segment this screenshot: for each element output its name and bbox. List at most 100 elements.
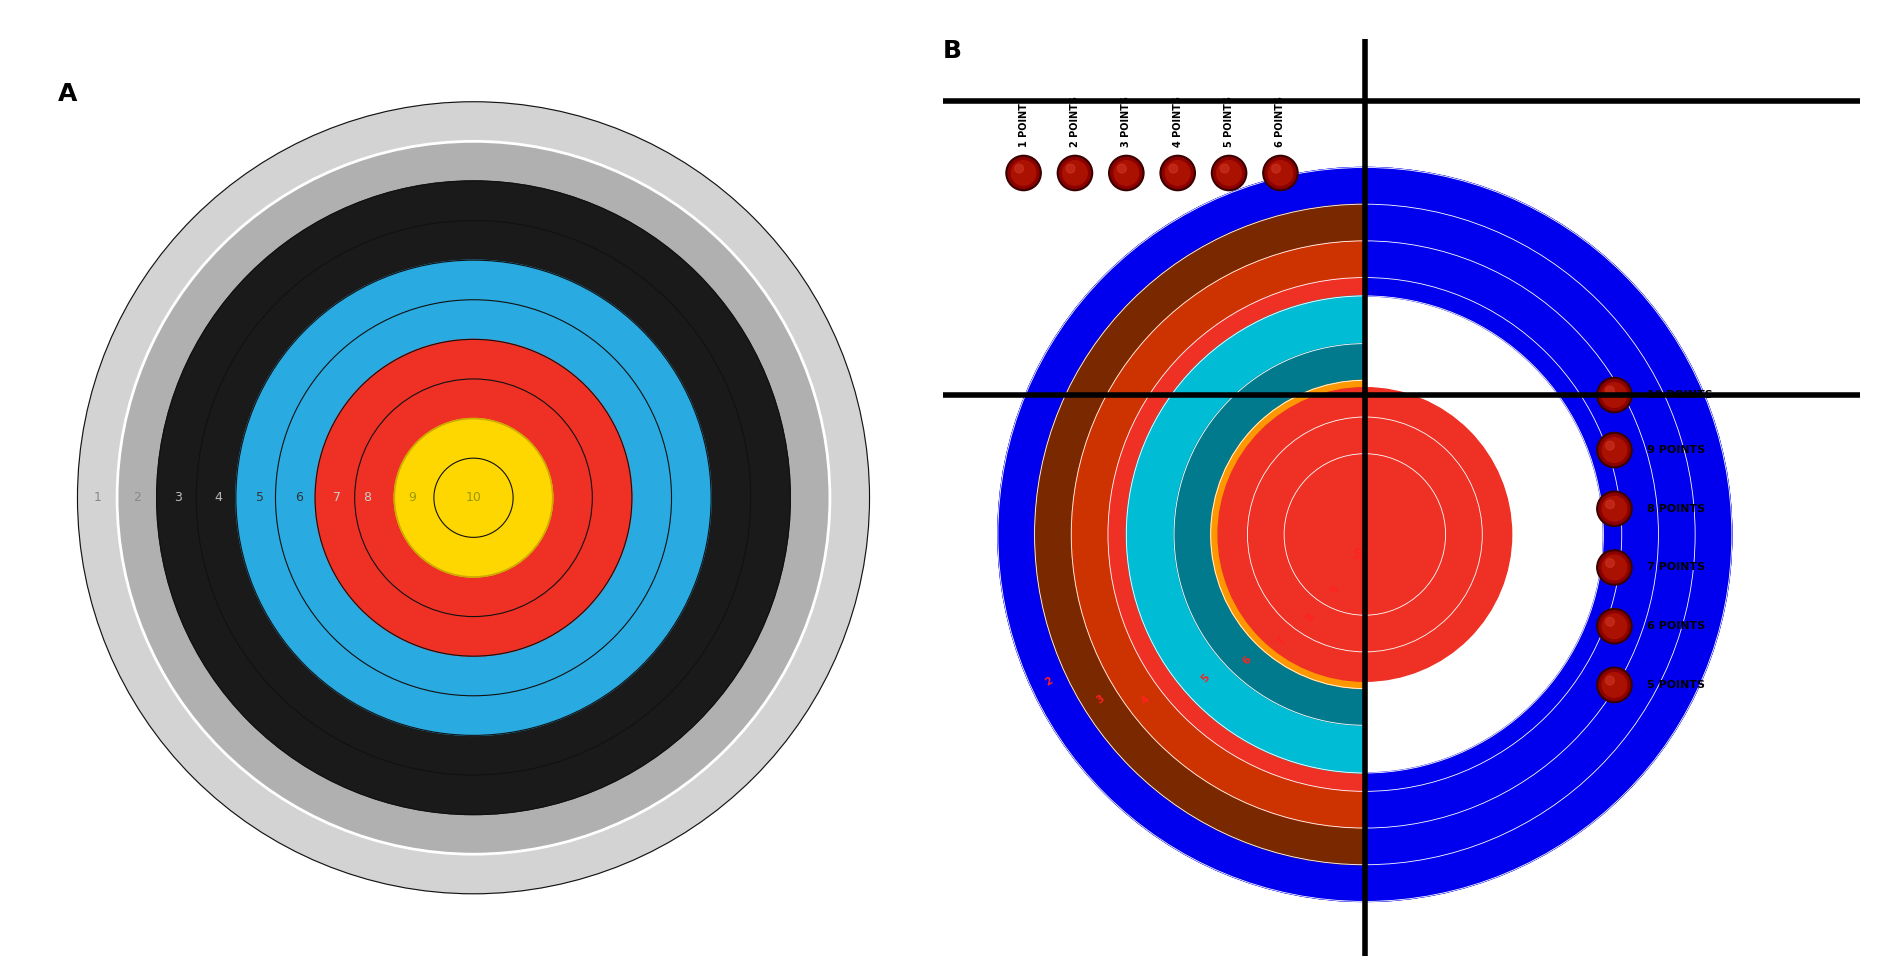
Circle shape: [1606, 500, 1614, 508]
Circle shape: [275, 300, 672, 696]
Circle shape: [1597, 549, 1633, 585]
Circle shape: [157, 181, 790, 815]
Circle shape: [434, 458, 513, 538]
Circle shape: [1606, 386, 1614, 395]
Text: 9 POINTS: 9 POINTS: [1648, 445, 1706, 455]
Circle shape: [1606, 676, 1614, 685]
Wedge shape: [1072, 241, 1366, 828]
Text: 5: 5: [1199, 672, 1212, 684]
Text: 5: 5: [256, 491, 263, 505]
Text: 8 POINTS: 8 POINTS: [1648, 504, 1706, 513]
Circle shape: [1059, 157, 1091, 188]
Circle shape: [1599, 552, 1631, 583]
Circle shape: [1214, 157, 1244, 188]
Wedge shape: [1366, 296, 1604, 773]
Wedge shape: [1248, 417, 1366, 652]
Circle shape: [1110, 157, 1142, 188]
Circle shape: [1271, 164, 1280, 173]
Circle shape: [1263, 155, 1297, 190]
Text: 6 POINTS: 6 POINTS: [1275, 97, 1286, 147]
Circle shape: [1216, 161, 1241, 185]
Circle shape: [1599, 380, 1631, 411]
Text: 5 POINTS: 5 POINTS: [1648, 680, 1705, 690]
Text: 2 POINTS: 2 POINTS: [1070, 97, 1080, 147]
Text: 6: 6: [295, 491, 303, 505]
Wedge shape: [1034, 204, 1366, 865]
Circle shape: [1108, 155, 1144, 190]
Wedge shape: [1108, 277, 1366, 792]
Circle shape: [1602, 437, 1627, 463]
Circle shape: [1006, 155, 1042, 190]
Text: A: A: [57, 82, 78, 106]
Circle shape: [1163, 157, 1193, 188]
Text: 2: 2: [133, 491, 140, 505]
Circle shape: [1218, 387, 1511, 681]
Circle shape: [1008, 157, 1040, 188]
Text: 3: 3: [174, 491, 182, 505]
Circle shape: [1265, 157, 1295, 188]
Circle shape: [1597, 609, 1633, 644]
Circle shape: [354, 379, 593, 617]
Text: 9: 9: [409, 491, 417, 505]
Circle shape: [1606, 618, 1614, 627]
Text: 5 POINTS: 5 POINTS: [1224, 97, 1235, 147]
Circle shape: [1599, 493, 1631, 524]
Circle shape: [1602, 497, 1627, 521]
Circle shape: [1599, 611, 1631, 641]
Circle shape: [1011, 161, 1036, 185]
Circle shape: [1597, 491, 1633, 526]
Circle shape: [237, 261, 710, 735]
Wedge shape: [1210, 381, 1366, 689]
Wedge shape: [998, 168, 1366, 902]
Text: 3 POINTS: 3 POINTS: [1121, 97, 1131, 147]
Wedge shape: [1366, 168, 1731, 902]
Circle shape: [197, 221, 750, 775]
Text: 10 POINTS: 10 POINTS: [1648, 390, 1714, 400]
Circle shape: [1597, 432, 1633, 468]
Text: 6: 6: [1241, 655, 1254, 667]
Circle shape: [1063, 161, 1087, 185]
Wedge shape: [1174, 344, 1366, 725]
Circle shape: [1602, 614, 1627, 638]
Text: 7 POINTS: 7 POINTS: [1648, 562, 1706, 573]
Text: 9: 9: [1330, 585, 1341, 594]
Circle shape: [1218, 387, 1511, 681]
Circle shape: [78, 102, 869, 894]
Text: 7: 7: [333, 491, 341, 505]
Circle shape: [1161, 155, 1195, 190]
Circle shape: [394, 419, 553, 577]
Text: 1 POINT: 1 POINT: [1019, 103, 1028, 147]
Circle shape: [117, 142, 830, 854]
Text: 10: 10: [466, 491, 481, 505]
Circle shape: [1602, 555, 1627, 580]
Circle shape: [998, 168, 1731, 902]
Text: 4: 4: [214, 491, 222, 505]
Circle shape: [1606, 441, 1614, 450]
Circle shape: [1117, 164, 1127, 173]
Text: 2: 2: [1044, 675, 1055, 688]
Circle shape: [1602, 383, 1627, 407]
Text: 7: 7: [1275, 635, 1288, 647]
Circle shape: [1057, 155, 1093, 190]
Wedge shape: [1284, 454, 1366, 615]
Circle shape: [1212, 155, 1246, 190]
Text: B: B: [943, 39, 962, 63]
Circle shape: [1599, 434, 1631, 466]
Text: 4: 4: [1138, 694, 1152, 707]
Text: 10: 10: [1352, 544, 1366, 560]
Circle shape: [1169, 164, 1178, 173]
Circle shape: [1220, 164, 1229, 173]
Circle shape: [1597, 378, 1633, 413]
Circle shape: [314, 340, 633, 656]
Circle shape: [1066, 164, 1076, 173]
Circle shape: [1165, 161, 1189, 185]
Text: 8: 8: [364, 491, 371, 505]
Text: 4 POINTS: 4 POINTS: [1172, 97, 1182, 147]
Circle shape: [1015, 164, 1023, 173]
Circle shape: [1127, 296, 1604, 773]
Text: 8: 8: [1305, 612, 1316, 623]
Text: 6 POINTS: 6 POINTS: [1648, 621, 1706, 631]
Circle shape: [1597, 668, 1633, 703]
Text: 3: 3: [1095, 694, 1106, 706]
Text: 1: 1: [93, 491, 100, 505]
